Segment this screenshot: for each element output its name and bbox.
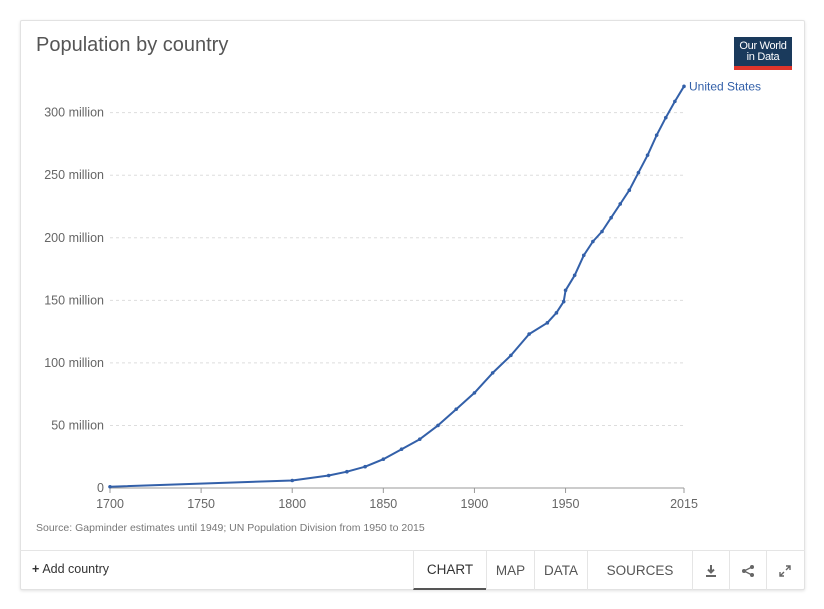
owid-logo[interactable]: Our World in Data: [734, 37, 792, 70]
x-tick-label: 1850: [369, 497, 397, 511]
view-tabs: CHART MAP DATA SOURCES: [413, 551, 803, 590]
add-country-button[interactable]: + Add country: [32, 562, 109, 576]
x-tick-label: 2015: [670, 497, 698, 511]
data-point[interactable]: [490, 371, 495, 375]
data-point[interactable]: [363, 464, 367, 469]
data-point[interactable]: [509, 353, 513, 358]
y-tick-label: 0: [97, 481, 104, 495]
data-point[interactable]: [472, 391, 477, 395]
tab-data[interactable]: DATA: [534, 551, 587, 590]
y-axis-ticks: 0 50 million 100 million 150 million 200 mil…: [44, 106, 104, 495]
data-point[interactable]: [581, 253, 586, 258]
data-point[interactable]: [591, 239, 595, 244]
share-button[interactable]: [729, 551, 766, 590]
data-point[interactable]: [326, 473, 331, 478]
series-label[interactable]: United States: [689, 79, 761, 93]
download-button[interactable]: [692, 551, 729, 590]
x-tick-label: 1900: [461, 497, 489, 511]
data-point[interactable]: [682, 84, 686, 89]
data-point[interactable]: [561, 299, 566, 304]
data-point[interactable]: [381, 457, 386, 462]
data-point[interactable]: [572, 273, 577, 278]
chart-series[interactable]: United States: [108, 79, 761, 489]
plus-icon: +: [32, 562, 40, 576]
y-tick-label: 100 million: [44, 356, 104, 370]
data-point[interactable]: [563, 288, 568, 293]
x-tick-label: 1750: [187, 497, 215, 511]
chart-card: [20, 20, 805, 590]
y-tick-label: 50 million: [51, 418, 104, 432]
y-tick-label: 200 million: [44, 231, 104, 245]
source-note: Source: Gapminder estimates until 1949; …: [36, 522, 425, 534]
data-point[interactable]: [627, 188, 632, 193]
data-point[interactable]: [673, 99, 677, 104]
data-point[interactable]: [345, 469, 349, 474]
logo-line1: Our World: [739, 39, 787, 52]
page-title: Population by country: [36, 34, 229, 56]
x-tick-label: 1700: [96, 497, 124, 511]
add-country-label: Add country: [42, 562, 110, 576]
fullscreen-icon: [779, 564, 791, 577]
data-point[interactable]: [663, 115, 668, 120]
x-tick-label: 1950: [552, 497, 580, 511]
data-point[interactable]: [399, 447, 404, 452]
y-tick-label: 150 million: [44, 293, 104, 307]
data-point[interactable]: [290, 478, 295, 483]
fullscreen-button[interactable]: [766, 551, 803, 590]
data-point[interactable]: [609, 215, 613, 220]
tab-sources[interactable]: SOURCES: [587, 551, 692, 590]
logo-accent-bar: [734, 66, 792, 70]
chart-footer: + Add country CHART MAP DATA SOURCES: [20, 550, 805, 590]
x-tick-label: 1800: [278, 497, 306, 511]
data-point[interactable]: [554, 311, 559, 315]
data-point[interactable]: [436, 423, 440, 428]
tab-chart[interactable]: CHART: [413, 551, 486, 590]
data-point[interactable]: [654, 133, 659, 137]
data-point[interactable]: [417, 437, 422, 442]
share-icon: [742, 564, 754, 577]
data-point[interactable]: [545, 321, 550, 325]
data-point[interactable]: [645, 153, 650, 157]
data-point[interactable]: [454, 407, 459, 411]
data-point[interactable]: [108, 484, 112, 489]
data-point[interactable]: [600, 229, 604, 234]
series-line[interactable]: [109, 85, 685, 488]
data-point[interactable]: [636, 170, 641, 175]
tab-map[interactable]: MAP: [486, 551, 534, 590]
y-tick-label: 300 million: [44, 106, 104, 120]
logo-line2: in Data: [746, 50, 780, 63]
download-icon: [706, 564, 716, 577]
data-point[interactable]: [527, 332, 531, 336]
data-point[interactable]: [618, 202, 623, 206]
x-axis-ticks: 1700 1750 1800 1850 1900 1950 2015: [96, 488, 698, 511]
y-tick-label: 250 million: [44, 168, 104, 182]
chart-grid: [110, 112, 684, 489]
